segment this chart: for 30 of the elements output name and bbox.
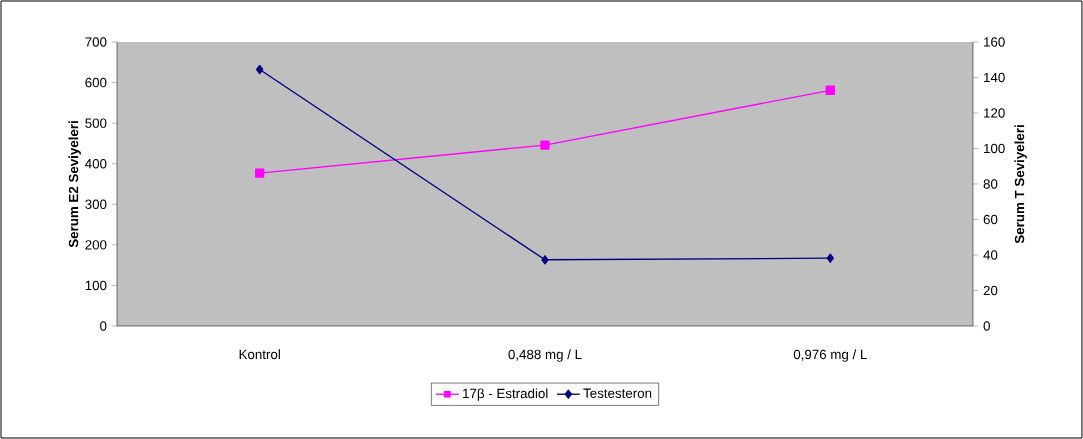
point (541, 255, 549, 265)
y-tick-label: 300 (85, 199, 107, 209)
y-tick-label: 0 (100, 321, 107, 331)
y2-tick-label: 80 (983, 179, 998, 189)
y2-tick-label: 40 (983, 250, 998, 260)
y-axis-title: Serum E2 Seviyeleri (68, 121, 81, 248)
point (255, 168, 265, 178)
y2-tick-label: 20 (983, 285, 998, 296)
x-tick-label: 0,488 mg / L (508, 349, 582, 362)
legend-label: Testesteron (583, 388, 652, 398)
y2-tick-label: 120 (984, 108, 1005, 118)
point (540, 140, 550, 150)
y-tick-label: 600 (85, 77, 107, 88)
y-tick-label: 200 (85, 240, 107, 250)
y2-tick-label: 100 (984, 143, 1005, 154)
y-tick-label: 700 (85, 37, 107, 47)
legend-label: 17β - Estradiol (463, 388, 548, 401)
y2-axis-title: Serum T Seviyeleri (1014, 125, 1027, 244)
y-tick-label: 100 (85, 280, 107, 291)
x-tick-label: 0,976 mg / L (793, 349, 867, 362)
y-tick-label: 500 (85, 118, 107, 128)
y2-tick-label: 140 (984, 72, 1005, 83)
y2-tick-label: 0 (983, 321, 990, 331)
y2-tick-label: 160 (984, 37, 1005, 47)
y2-tick-label: 60 (983, 214, 998, 225)
point (826, 253, 834, 263)
x-tick-label: Kontrol (239, 349, 280, 360)
y-tick-label: 400 (85, 159, 107, 169)
point (256, 64, 264, 75)
point (825, 85, 835, 95)
